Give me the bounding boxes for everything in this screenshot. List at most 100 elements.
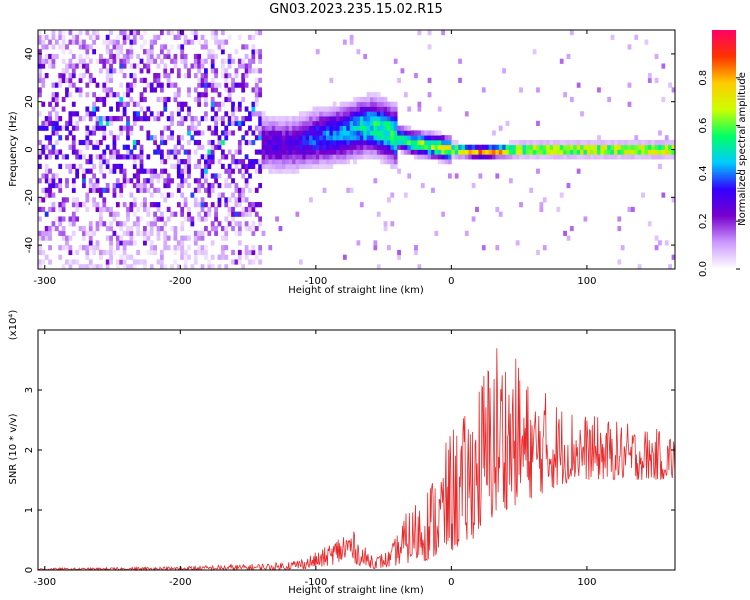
spectrogram-cell (92, 77, 97, 83)
spectrogram-cell (420, 149, 425, 155)
spectrogram-cell (234, 68, 239, 74)
spectrogram-cell (68, 130, 73, 136)
spectrogram-cell (149, 82, 154, 88)
spectrogram-cell (41, 63, 46, 69)
spectrogram-cell (241, 96, 246, 103)
spectrogram-cell (176, 135, 181, 141)
spectrogram-cell (143, 202, 147, 208)
spectrogram-cell (126, 178, 130, 184)
spectrogram-cell (386, 106, 391, 112)
spectrogram-cell (529, 144, 534, 150)
spectrogram-cell (410, 149, 415, 155)
spectrogram-cell (193, 139, 198, 146)
spectrogram-cell (163, 53, 168, 60)
spectrogram-cell (658, 149, 662, 155)
spectrogram-cell (359, 125, 364, 131)
spectrogram-cell (109, 53, 113, 60)
spectrogram-cell (92, 249, 97, 256)
spectrogram-cell (251, 58, 256, 64)
spectrogram-cell (48, 53, 52, 60)
spectrogram-cell (214, 130, 218, 136)
spectrogram-cell (105, 39, 110, 45)
spectrogram-cell (109, 120, 113, 126)
spectrogram-cell (224, 225, 229, 232)
spectrogram-cell (193, 178, 198, 184)
spectrogram-cell (92, 264, 97, 270)
spectrogram-cell (51, 192, 56, 198)
spectrogram-cell (187, 139, 191, 146)
spectrogram-cell (105, 225, 110, 232)
spectrogram-cells (38, 30, 676, 270)
spectrogram-cell (98, 168, 103, 174)
spectrogram-cell (359, 116, 364, 122)
spectrogram-cell (68, 92, 73, 98)
spectrogram-cell (407, 135, 412, 141)
spectrogram-cell (292, 139, 296, 146)
spectrogram-cell (278, 144, 283, 150)
spectrogram-cell (237, 202, 242, 208)
spectrogram-cell (417, 135, 422, 141)
colorbar: 0.00.20.40.60.8 Normalized spectral ampl… (698, 30, 748, 277)
spectrogram-cell (132, 163, 137, 170)
spectrogram-cell (210, 254, 215, 260)
spectrogram-cell (85, 106, 90, 112)
spectrogram-cell (390, 120, 395, 126)
spectrogram-cell (278, 163, 283, 170)
spectrogram-cell (332, 125, 337, 131)
spectrogram-cell (132, 63, 137, 69)
spectrogram-cell (315, 130, 320, 136)
spectrogram-cell (85, 111, 90, 117)
spectrogram-cell (590, 154, 595, 160)
spectrogram-cell (176, 240, 181, 246)
spectrogram-cell (119, 96, 124, 103)
spectrogram-cell (38, 34, 42, 40)
spectrogram-cell (41, 144, 46, 150)
spectrogram-cell (190, 135, 195, 141)
spectrogram-cell (265, 120, 269, 126)
spectrogram-cell (254, 111, 259, 117)
spectrogram-cell (661, 144, 666, 150)
spectrogram-cell (220, 163, 225, 170)
spectrogram-cell (336, 154, 340, 160)
spectrogram-cell (180, 192, 185, 198)
spectrogram-cell (434, 135, 439, 141)
spectrogram-cell (254, 77, 259, 83)
spectrogram-cell (231, 87, 235, 93)
spectrogram-cell (349, 154, 354, 160)
spectrogram-cell (292, 116, 296, 122)
spectrogram-cell (295, 135, 300, 141)
spectrogram-cell (580, 154, 584, 160)
spectrogram-cell (261, 163, 266, 170)
spectrogram-cell (214, 125, 218, 131)
spectrogram-cell (122, 53, 127, 60)
spectrogram-cell (146, 49, 151, 55)
spectrogram-cell (505, 120, 510, 126)
spectrogram-cell (336, 149, 340, 155)
spectrogram-cell (397, 125, 401, 131)
spectrogram-cell (254, 254, 259, 260)
spectrogram-cell (183, 163, 188, 170)
spectrogram-cell (82, 235, 86, 241)
spectrogram-cell (220, 149, 225, 155)
chart-title: GN03.2023.235.15.02.R15 (269, 2, 443, 17)
spectrogram-cell (163, 73, 168, 79)
spectrogram-cell (132, 264, 137, 270)
spectrogram-cell (248, 58, 252, 64)
spectrogram-cell (590, 144, 595, 150)
spectrogram-cell (58, 230, 63, 236)
spectrogram-cell (126, 135, 130, 141)
spectrogram-cell (126, 154, 130, 160)
spectrogram-cell (441, 139, 445, 146)
spectrogram-cell (220, 49, 225, 55)
spectrogram-cell (71, 125, 76, 131)
spectrogram-cell (92, 163, 97, 170)
spectrogram-cell (597, 139, 601, 146)
spectrogram-cell (298, 135, 303, 141)
spectrogram-cell (248, 116, 252, 122)
spectrogram-cell (170, 120, 174, 126)
spectrogram-cell (254, 87, 259, 93)
spectrogram-cell (268, 135, 273, 141)
spectrogram-cell (370, 106, 374, 112)
spectrogram-cell (119, 130, 124, 136)
spectrogram-cell (370, 130, 374, 136)
